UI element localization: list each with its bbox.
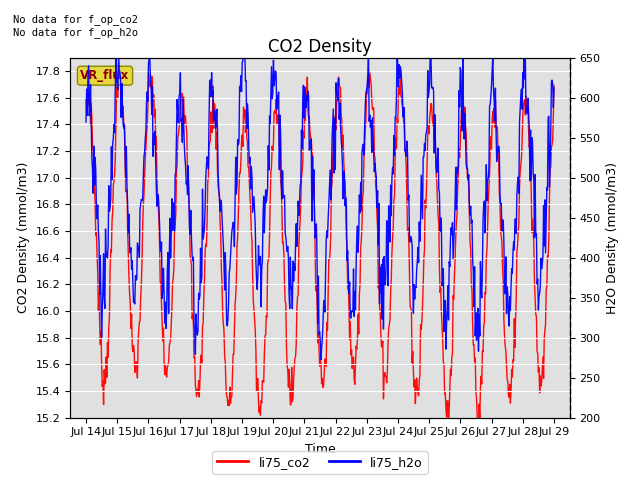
Y-axis label: CO2 Density (mmol/m3): CO2 Density (mmol/m3)	[17, 162, 30, 313]
X-axis label: Time: Time	[305, 443, 335, 456]
Text: No data for f_op_co2
No data for f_op_h2o: No data for f_op_co2 No data for f_op_h2…	[13, 14, 138, 38]
Text: VR_flux: VR_flux	[81, 69, 130, 82]
Title: CO2 Density: CO2 Density	[268, 38, 372, 56]
Y-axis label: H2O Density (mmol/m3): H2O Density (mmol/m3)	[606, 162, 619, 313]
Legend: li75_co2, li75_h2o: li75_co2, li75_h2o	[212, 451, 428, 474]
